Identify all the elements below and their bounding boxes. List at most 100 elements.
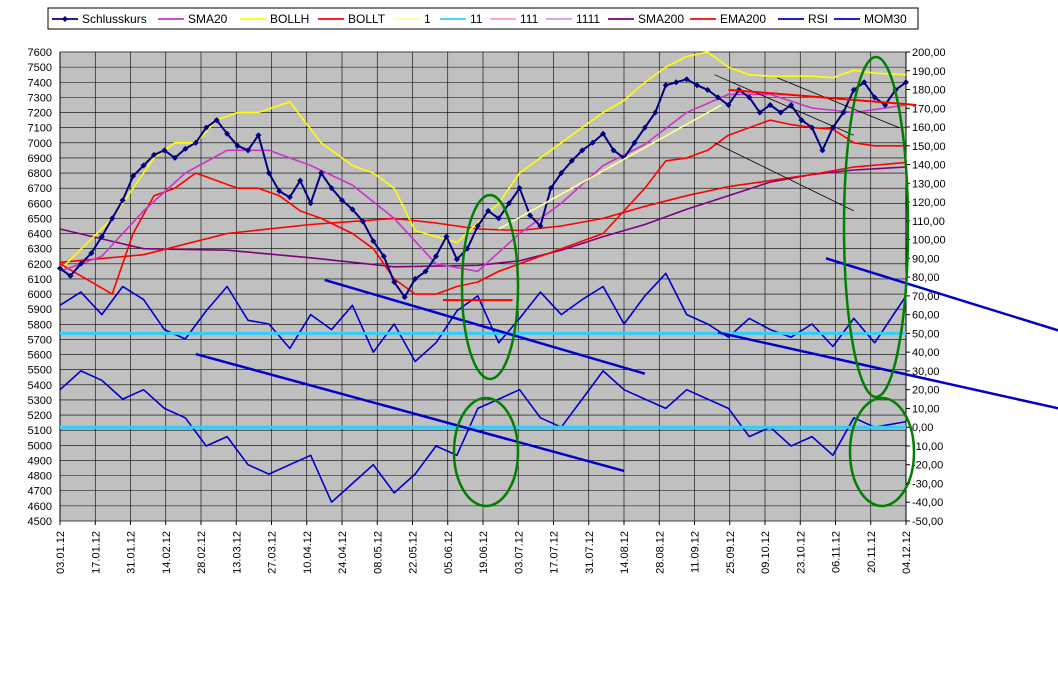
- left-tick-label: 5400: [28, 380, 52, 392]
- x-tick-label: 04.12.12: [901, 531, 913, 574]
- series-point-close: [119, 197, 126, 204]
- x-tick-label: 17.07.12: [549, 531, 561, 574]
- left-tick-label: 4600: [28, 501, 52, 513]
- series-point-close: [600, 130, 607, 137]
- left-tick-label: 6700: [28, 183, 52, 195]
- x-tick-label: 20.11.12: [866, 531, 878, 573]
- series-point-close: [579, 147, 586, 154]
- series-point-close: [265, 170, 272, 177]
- x-tick-label: 10.04.12: [302, 531, 314, 574]
- series-point-close: [422, 268, 429, 275]
- x-axis: 03.01.12 17.01.12 31.01.12 14.02.12 28.02.12…: [55, 521, 913, 574]
- left-tick-label: 5800: [28, 319, 52, 331]
- trend-line: [324, 278, 646, 375]
- right-tick-label: 120,00: [912, 197, 946, 209]
- left-tick-label: 7400: [28, 77, 52, 89]
- left-tick-label: 7600: [28, 47, 52, 59]
- series-point-close: [453, 256, 460, 263]
- series-line-bollt: [59, 119, 906, 295]
- series-point-close: [819, 147, 826, 154]
- trend-line: [717, 331, 1058, 410]
- left-tick-label: 6100: [28, 274, 52, 286]
- series-point-close: [328, 185, 335, 192]
- series-point-close: [433, 253, 439, 260]
- series-point-close: [777, 109, 784, 116]
- left-tick-label: 6800: [28, 168, 52, 180]
- series-point-close: [401, 294, 408, 301]
- series-point-close: [57, 265, 63, 272]
- series-point-close: [276, 188, 283, 195]
- legend-label: BOLLT: [348, 12, 386, 26]
- right-tick-label: 30,00: [912, 366, 940, 378]
- x-tick-label: 11.09.12: [690, 531, 702, 573]
- left-tick-label: 6900: [28, 153, 52, 165]
- series-point-close: [349, 206, 356, 213]
- series-line-sma20: [59, 93, 907, 273]
- left-tick-label: 4500: [28, 516, 52, 528]
- series-point-close: [297, 177, 304, 184]
- series-point-close: [527, 212, 533, 219]
- x-tick-label: 28.08.12: [654, 531, 666, 574]
- left-tick-label: 7300: [28, 92, 52, 104]
- series-point-close: [443, 233, 450, 240]
- series-line-bollh: [59, 51, 907, 271]
- right-tick-label: 170,00: [912, 103, 946, 115]
- series-point-close: [255, 132, 262, 139]
- legend-label: 11: [470, 12, 483, 26]
- series-point-close: [850, 86, 857, 93]
- series-point-close: [589, 139, 596, 146]
- trend-line: [195, 352, 625, 473]
- x-tick-label: 24.04.12: [337, 531, 349, 574]
- right-tick-label: 80,00: [912, 272, 940, 284]
- legend-label: 1: [424, 12, 431, 26]
- annotations: [60, 55, 1058, 508]
- left-tick-label: 7000: [28, 138, 52, 150]
- left-tick-label: 6500: [28, 213, 52, 225]
- legend-label: 111: [520, 12, 539, 26]
- series-point-close: [683, 76, 690, 83]
- highlight-ellipse: [848, 396, 916, 508]
- series-point-close: [485, 207, 492, 214]
- series-point-close: [161, 147, 168, 154]
- legend-label: RSI: [808, 12, 828, 26]
- series-point-close: [391, 278, 398, 285]
- x-tick-label: 19.06.12: [478, 531, 490, 574]
- right-tick-label: 0,00: [912, 422, 933, 434]
- series-point-close: [286, 194, 293, 201]
- legend-label: 1111: [576, 12, 600, 26]
- series-point-close: [171, 154, 178, 161]
- series-point-close: [746, 94, 753, 101]
- x-tick-label: 08.05.12: [372, 531, 384, 574]
- series-point-close: [307, 200, 314, 207]
- left-tick-label: 5200: [28, 410, 52, 422]
- series-point-close: [245, 147, 251, 154]
- legend-label: BOLLH: [270, 12, 309, 26]
- right-tick-label: -50,00: [912, 516, 943, 528]
- left-axis: 4500 4600 4700 4800 4900 5000 5100 5200 5300 5400…: [28, 47, 61, 528]
- left-tick-label: 5100: [28, 425, 52, 437]
- series-point-close: [516, 185, 523, 192]
- series-point-close: [495, 215, 502, 222]
- trend-line: [825, 257, 1058, 332]
- series-point-close: [359, 218, 366, 225]
- series-point-close: [547, 185, 554, 192]
- series-point-close: [77, 260, 84, 267]
- right-tick-label: -30,00: [912, 478, 943, 490]
- series-point-close: [652, 109, 659, 116]
- series-point-close: [641, 124, 648, 131]
- series-point-close: [871, 94, 878, 101]
- series-point-close: [474, 222, 481, 229]
- trend-line-yellow: [498, 104, 722, 230]
- legend-box: [47, 7, 919, 30]
- right-tick-label: 160,00: [912, 122, 946, 134]
- left-tick-label: 6200: [28, 259, 52, 271]
- left-tick-label: 5000: [28, 440, 52, 452]
- series-point-close: [339, 197, 345, 204]
- series-point-close: [568, 157, 575, 164]
- right-tick-label: 20,00: [912, 385, 940, 397]
- legend: Schlusskurs SMA20 BOLLH BOLLT 1 11 111 1111 SMA2…: [47, 7, 919, 30]
- right-tick-label: 100,00: [912, 235, 946, 247]
- series-point-close: [109, 215, 116, 222]
